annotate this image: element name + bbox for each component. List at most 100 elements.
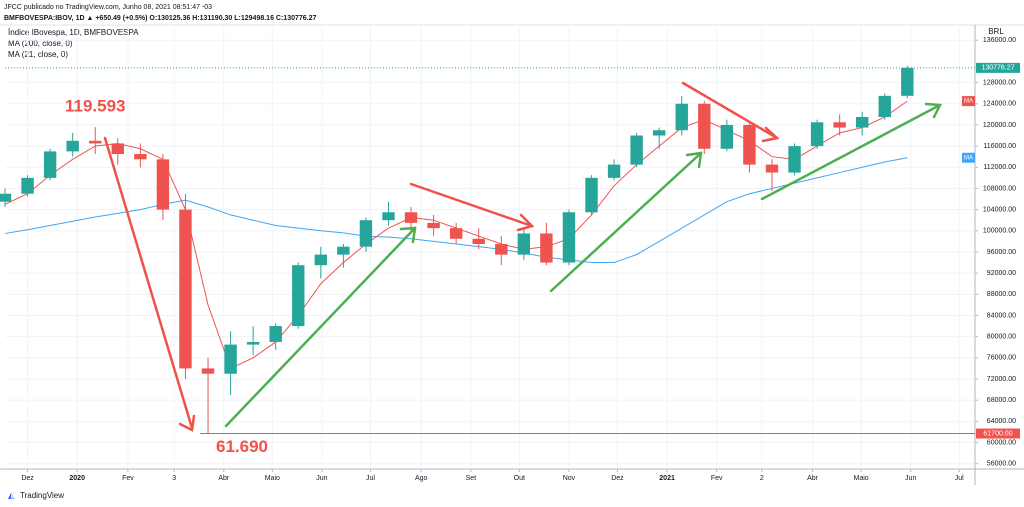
arrow-head bbox=[685, 151, 703, 169]
ma-tag bbox=[962, 96, 975, 107]
candle-body bbox=[292, 265, 305, 327]
x-tick-label: Dez bbox=[21, 475, 34, 482]
y-tick-label: 76000.00 bbox=[987, 355, 1016, 362]
candle-body bbox=[698, 103, 711, 149]
candle-body bbox=[585, 177, 598, 213]
x-tick-label: Fev bbox=[122, 475, 134, 482]
footer-logo: ◭ bbox=[8, 491, 15, 500]
x-tick-label: 3 bbox=[172, 475, 176, 482]
x-tick-label: Set bbox=[466, 475, 477, 482]
x-tick-label: Jul bbox=[366, 475, 375, 482]
candle-body bbox=[652, 130, 666, 136]
last-price-tag bbox=[976, 62, 1020, 73]
currency: BRL bbox=[988, 27, 1004, 36]
x-tick-label: Dez bbox=[611, 475, 624, 482]
candle-body bbox=[743, 124, 756, 165]
y-tick-label: 112000.00 bbox=[983, 164, 1016, 171]
candle-body bbox=[427, 222, 440, 229]
x-tick-label: Maio bbox=[853, 475, 868, 482]
x-tick-label: Ago bbox=[415, 475, 428, 482]
trend-drawings bbox=[103, 81, 942, 432]
x-tick-label: Maio bbox=[265, 475, 280, 482]
trend-arrow bbox=[681, 81, 779, 140]
candle-body bbox=[89, 140, 102, 144]
candle-body bbox=[111, 143, 124, 155]
arrow-head bbox=[516, 213, 535, 232]
y-tick-label: 100000.00 bbox=[983, 228, 1016, 235]
candle-body bbox=[21, 177, 34, 194]
candle-body bbox=[765, 164, 779, 173]
y-tick-label: 56000.00 bbox=[987, 461, 1016, 468]
candle-body bbox=[495, 244, 508, 255]
x-tick-label: 2020 bbox=[69, 475, 85, 482]
ma-tag-label: MA bbox=[964, 99, 973, 105]
arrow-head bbox=[399, 226, 417, 244]
legend-main: Índice IBovespa, 1D, BMFBOVESPA bbox=[8, 28, 139, 37]
y-tick-label: 136000.00 bbox=[983, 37, 1016, 44]
y-tick-label: 108000.00 bbox=[983, 185, 1016, 192]
candle-body bbox=[540, 233, 553, 263]
level-label: 61700.00 bbox=[983, 430, 1012, 437]
candle-body bbox=[134, 154, 147, 160]
x-tick-label: 2 bbox=[760, 475, 764, 482]
arrow-head bbox=[761, 126, 780, 143]
ma-tag-label: MA bbox=[964, 155, 973, 161]
candle-body bbox=[517, 233, 531, 255]
arrow-head bbox=[924, 102, 942, 119]
candle-body bbox=[156, 159, 170, 210]
trend-arrow bbox=[760, 103, 942, 201]
candle-body bbox=[0, 193, 12, 202]
candle-body bbox=[901, 67, 914, 96]
arrow-head bbox=[178, 414, 196, 432]
y-tick-label: 72000.00 bbox=[987, 376, 1016, 383]
ma-tag bbox=[962, 152, 975, 163]
x-tick-label: Jun bbox=[905, 475, 916, 482]
candle-body bbox=[404, 212, 418, 223]
candle-body bbox=[449, 228, 463, 239]
x-tick-label: Jul bbox=[955, 475, 964, 482]
price-annotation: 61.690 bbox=[216, 437, 268, 456]
trend-arrow bbox=[549, 151, 703, 293]
candle-body bbox=[314, 254, 328, 266]
trend-arrow bbox=[103, 136, 194, 430]
price-annotation: 119.593 bbox=[65, 97, 126, 116]
candle-body bbox=[66, 140, 79, 152]
candle-body bbox=[269, 326, 282, 342]
x-tick-label: 2021 bbox=[659, 475, 675, 482]
candle-body bbox=[810, 122, 824, 147]
legend-ma200: MA (200, close, 0) bbox=[8, 39, 73, 48]
candle-body bbox=[675, 103, 688, 131]
candle-body bbox=[607, 164, 621, 178]
candle-body bbox=[201, 368, 215, 374]
trend-arrow bbox=[224, 226, 417, 428]
y-tick-label: 92000.00 bbox=[987, 270, 1016, 277]
x-tick-label: Nov bbox=[563, 475, 576, 482]
candle-body bbox=[337, 246, 350, 255]
header-line1: JFCC publicado no TradingView.com, Junho… bbox=[4, 4, 212, 11]
candle-body bbox=[43, 151, 57, 178]
candle-body bbox=[878, 95, 891, 117]
candle-body bbox=[382, 212, 395, 221]
x-tick-label: Out bbox=[514, 475, 525, 482]
y-tick-label: 116000.00 bbox=[983, 143, 1016, 150]
legend-ma21: MA (21, close, 0) bbox=[8, 50, 68, 59]
y-tick-label: 120000.00 bbox=[983, 122, 1016, 129]
candle-body bbox=[630, 135, 643, 165]
y-tick-label: 68000.00 bbox=[987, 397, 1016, 404]
candle-body bbox=[224, 344, 237, 374]
last-price-label: 130776.27 bbox=[981, 65, 1014, 72]
level-tag bbox=[976, 428, 1020, 439]
candle-body bbox=[472, 238, 485, 245]
y-tick-label: 104000.00 bbox=[983, 206, 1016, 213]
y-tick-label: 64000.00 bbox=[987, 418, 1016, 425]
x-tick-label: Abr bbox=[218, 475, 230, 482]
candle-body bbox=[246, 341, 260, 345]
y-tick-label: 128000.00 bbox=[983, 79, 1016, 86]
candle-body bbox=[856, 116, 869, 128]
candle-body bbox=[788, 146, 801, 173]
x-tick-label: Jun bbox=[316, 475, 327, 482]
footer: TradingView bbox=[20, 491, 64, 500]
candle-body bbox=[720, 124, 734, 149]
